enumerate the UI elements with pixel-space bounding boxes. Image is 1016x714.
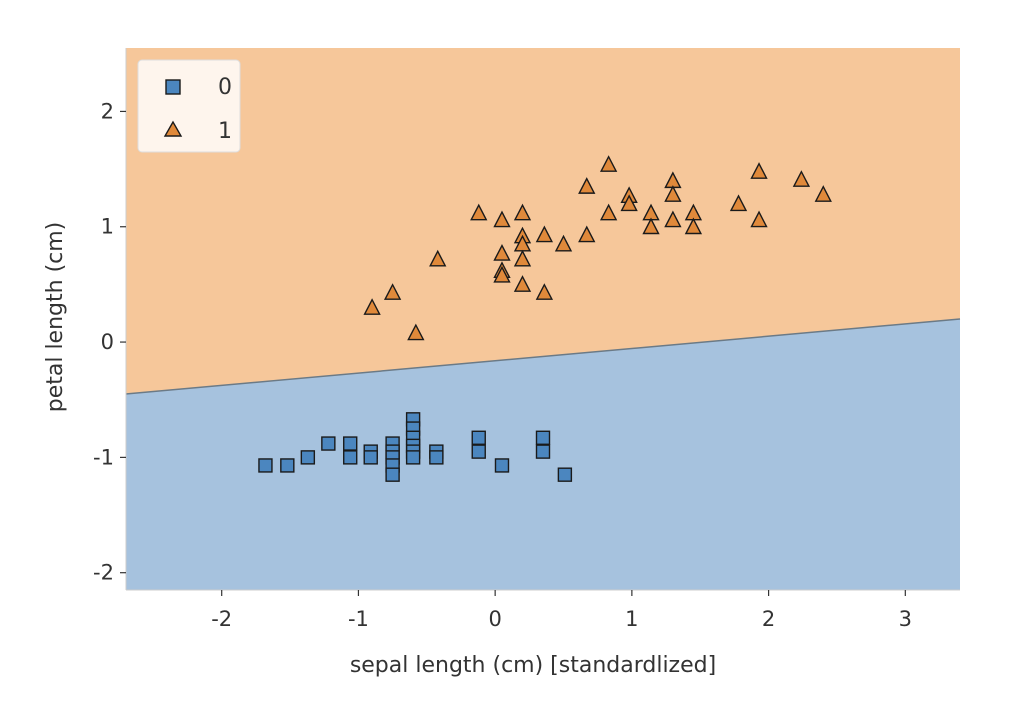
class-0-square-point <box>363 450 378 465</box>
class-1-triangle-point <box>493 265 511 283</box>
x-tick-label: 1 <box>625 607 638 631</box>
class-1-triangle-point <box>599 155 618 172</box>
x-tick-label: -2 <box>211 607 232 631</box>
x-tick-label: 0 <box>488 607 501 631</box>
class-0-square-point <box>535 444 551 459</box>
class-0-square-point <box>280 458 295 473</box>
class-1-triangle-point <box>664 185 682 202</box>
class-0-square-point <box>471 444 486 459</box>
x-axis-ticks: -2 -1 0 1 2 3 <box>211 590 912 631</box>
class-1-triangle-point <box>407 323 425 341</box>
class-1-triangle-point <box>513 249 532 267</box>
legend-triangle-marker <box>163 120 183 137</box>
class-0-square-point <box>385 467 400 482</box>
legend-box <box>137 59 241 153</box>
x-tick-label: 3 <box>899 607 912 631</box>
legend-label-class-0: 0 <box>218 75 232 100</box>
class-1-triangle-point <box>493 210 511 228</box>
y-axis-label: petal length (cm) <box>43 222 68 413</box>
x-axis-label: sepal length (cm) [standardlized] <box>350 653 716 678</box>
axes: -2 -1 0 1 2 3 2 1 0 -1 -2 sepal length (cm) [stan… <box>43 48 960 678</box>
class-0-square-point <box>321 436 336 451</box>
class-1-triangle-point <box>363 298 381 315</box>
x-tick-label: -1 <box>348 607 369 631</box>
class-1-triangle-point <box>814 185 832 202</box>
class-1-triangle-point <box>642 217 660 235</box>
class-1-triangle-point <box>429 249 447 267</box>
class-1-triangle-point <box>493 243 511 261</box>
class-1-triangle-point <box>620 194 638 212</box>
class-1-triangle-point <box>578 177 596 194</box>
class-0-square-point <box>471 430 486 445</box>
y-tick-label: 2 <box>101 99 114 123</box>
class-0-square-point <box>343 450 358 465</box>
y-tick-label: -1 <box>93 445 114 469</box>
class-1-triangle-point <box>513 275 532 292</box>
class-1-triangle-point <box>750 210 768 228</box>
plot-area <box>125 48 961 590</box>
data-points <box>258 155 832 482</box>
class-0-square-point <box>557 467 573 482</box>
class-0-square-point <box>258 458 273 473</box>
class-0-square-point <box>405 450 421 465</box>
class-0-square-point <box>300 450 316 465</box>
legend: 0 1 <box>137 59 241 153</box>
legend-square-marker <box>165 79 181 95</box>
class-0-square-point <box>343 436 358 451</box>
class-1-triangle-point <box>664 210 682 228</box>
class-1-triangle-point <box>599 203 618 221</box>
class-1-triangle-point <box>729 194 748 212</box>
class-1-triangle-point <box>578 225 596 243</box>
class-1-triangle-point <box>750 162 768 179</box>
class-1-triangle-point <box>513 203 532 221</box>
y-axis-ticks: 2 1 0 -1 -2 <box>93 99 126 585</box>
class-1-triangle-point <box>535 225 554 243</box>
legend-label-class-1: 1 <box>218 119 232 144</box>
y-tick-label: -2 <box>93 561 114 585</box>
class-0-square-point <box>494 458 510 473</box>
x-tick-label: 2 <box>762 607 775 631</box>
class-1-triangle-point <box>535 283 554 300</box>
class-0-square-point <box>429 450 444 465</box>
class-1-triangle-point <box>792 170 811 187</box>
decision-boundary-line <box>125 318 961 395</box>
class-1-triangle-point <box>383 283 402 300</box>
class-1-triangle-point <box>684 217 703 235</box>
class-1-triangle-point <box>470 203 488 221</box>
class-0-square-point <box>535 430 551 445</box>
y-tick-label: 0 <box>101 330 114 354</box>
class-1-triangle-point <box>554 234 573 252</box>
decision-region-class-1 <box>126 48 960 394</box>
y-tick-label: 1 <box>101 215 114 239</box>
